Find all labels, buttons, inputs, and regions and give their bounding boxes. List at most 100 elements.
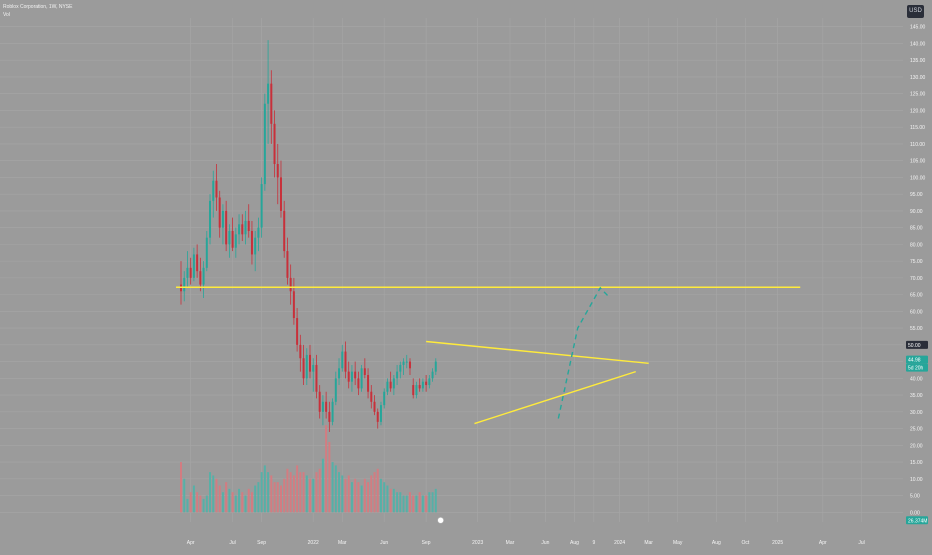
volume-bar: [350, 482, 353, 513]
volume-bar: [221, 492, 224, 513]
volume-bar: [296, 465, 299, 513]
candle-body: [412, 385, 415, 396]
volume-bar: [379, 478, 382, 513]
y-tick-label: 15.00: [910, 460, 923, 466]
candle-body: [189, 267, 192, 278]
last-volume-badge: 26.374M: [908, 518, 927, 524]
y-tick-label: 70.00: [910, 276, 923, 282]
y-tick-label: 75.00: [910, 259, 923, 265]
y-tick-label: 80.00: [910, 242, 923, 248]
candle-body: [286, 251, 289, 278]
x-tick-label: 2022: [308, 540, 319, 546]
volume-bar: [286, 468, 289, 513]
volume-bar: [376, 468, 379, 513]
candle-body: [338, 368, 341, 379]
grid-lines: [0, 18, 903, 522]
candle-body: [267, 83, 270, 104]
candle-body: [434, 361, 437, 372]
y-tick-label: 5.00: [910, 494, 920, 500]
volume-bar: [218, 485, 221, 513]
candle-body: [292, 291, 295, 319]
volume-bar: [189, 492, 192, 513]
candle-body: [418, 385, 421, 389]
x-tick-label: May: [673, 540, 683, 546]
x-tick-label: 2025: [772, 540, 783, 546]
candle-body: [196, 254, 199, 272]
volume-bar: [192, 485, 195, 513]
volume-bar: [396, 492, 399, 513]
candle-body: [250, 230, 253, 255]
x-tick-label: Mar: [644, 540, 653, 546]
candle-body: [296, 318, 299, 345]
candle-body: [238, 224, 241, 235]
y-tick-label: 10.00: [910, 477, 923, 483]
x-tick-label: Sep: [257, 540, 266, 546]
y-tick-label: 30.00: [910, 410, 923, 416]
candle-body: [257, 227, 260, 238]
candle-body: [415, 385, 418, 396]
volume-bar: [425, 495, 428, 513]
volume-bar: [325, 425, 328, 513]
candle-body: [379, 405, 382, 422]
y-tick-label: 110.00: [910, 142, 925, 148]
y-tick-label: 105.00: [910, 159, 926, 165]
volume-bar: [241, 492, 244, 513]
volume-bar: [196, 492, 199, 513]
candle-body: [209, 200, 212, 238]
candle-body: [325, 401, 328, 412]
candle-body: [421, 381, 424, 389]
candle-body: [279, 177, 282, 211]
last-price-badge: 44.98: [908, 358, 921, 364]
volume-bar: [331, 462, 334, 513]
volume-bar: [212, 475, 215, 513]
volume-bar: [292, 475, 295, 513]
triangle-lower-trendline: [474, 370, 636, 425]
triangle-upper-trendline: [426, 340, 649, 364]
candle-body: [428, 378, 431, 386]
volume-bars: [180, 425, 437, 513]
volume-bar: [283, 478, 286, 513]
y-tick-label: 90.00: [910, 209, 923, 215]
candle-body: [247, 220, 250, 231]
volume-bar: [363, 478, 366, 513]
volume-bar: [183, 478, 186, 513]
y-tick-label: 25.00: [910, 427, 923, 433]
volume-bar: [263, 465, 266, 513]
volume-bar: [408, 492, 411, 513]
last-volume-badge-bg: [906, 516, 928, 525]
candle-body: [431, 371, 434, 379]
volume-bar: [318, 468, 321, 513]
volume-bar: [205, 495, 208, 513]
volume-bar: [244, 495, 247, 513]
x-tick-label: Jul: [229, 540, 235, 546]
candle-body: [305, 354, 308, 379]
x-tick-label: Aug: [570, 540, 579, 546]
volume-bar: [367, 482, 370, 513]
price-badge-level: 50.00: [908, 343, 921, 349]
candle-body: [260, 184, 263, 228]
x-tick-label: Mar: [506, 540, 515, 546]
volume-bar: [415, 495, 418, 513]
volume-bar: [225, 482, 228, 513]
candle-body: [350, 371, 353, 382]
drawings-layer[interactable]: [176, 286, 801, 425]
volume-bar: [267, 472, 270, 513]
currency-button[interactable]: USD: [907, 5, 924, 18]
candle-body: [331, 401, 334, 422]
candle-body: [183, 277, 186, 292]
candle-body: [283, 210, 286, 252]
x-tick-label: Jul: [858, 540, 864, 546]
candle-body: [312, 364, 315, 372]
x-tick-label: 9: [592, 540, 595, 546]
x-tick-label: Mar: [338, 540, 347, 546]
candle-body: [405, 361, 408, 363]
candle-body: [408, 361, 411, 369]
y-tick-label: 65.00: [910, 293, 923, 299]
candle-body: [215, 180, 218, 198]
volume-bar: [354, 478, 357, 513]
candle-body: [396, 371, 399, 379]
y-tick-label: 140.00: [910, 41, 926, 47]
candle-body: [334, 378, 337, 402]
